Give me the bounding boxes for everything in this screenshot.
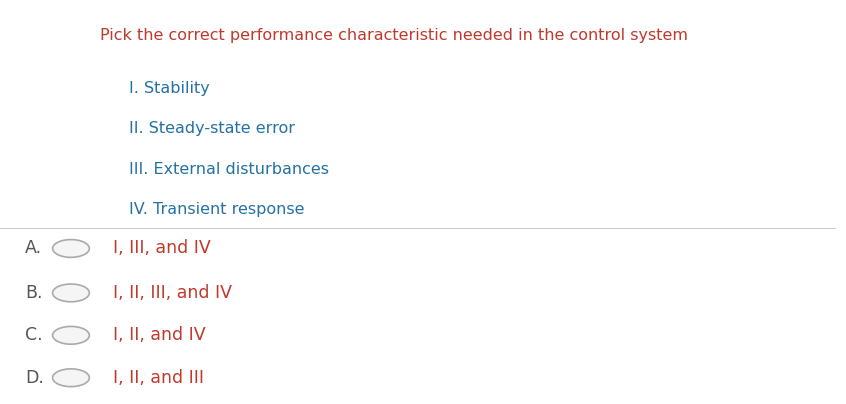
- Text: D.: D.: [25, 369, 44, 387]
- Text: I, II, and IV: I, II, and IV: [113, 326, 206, 344]
- Text: B.: B.: [25, 284, 42, 302]
- Text: II. Steady-state error: II. Steady-state error: [129, 121, 295, 136]
- Text: C.: C.: [25, 326, 42, 344]
- Circle shape: [52, 369, 90, 387]
- Circle shape: [52, 284, 90, 302]
- Text: I. Stability: I. Stability: [129, 81, 210, 96]
- Text: I, III, and IV: I, III, and IV: [113, 240, 211, 257]
- Circle shape: [52, 240, 90, 257]
- Circle shape: [52, 326, 90, 344]
- Text: I, II, and III: I, II, and III: [113, 369, 204, 387]
- Text: III. External disturbances: III. External disturbances: [129, 162, 329, 177]
- Text: Pick the correct performance characteristic needed in the control system: Pick the correct performance characteris…: [100, 28, 688, 43]
- Text: A.: A.: [25, 240, 42, 257]
- Text: I, II, III, and IV: I, II, III, and IV: [113, 284, 232, 302]
- Text: IV. Transient response: IV. Transient response: [129, 202, 305, 217]
